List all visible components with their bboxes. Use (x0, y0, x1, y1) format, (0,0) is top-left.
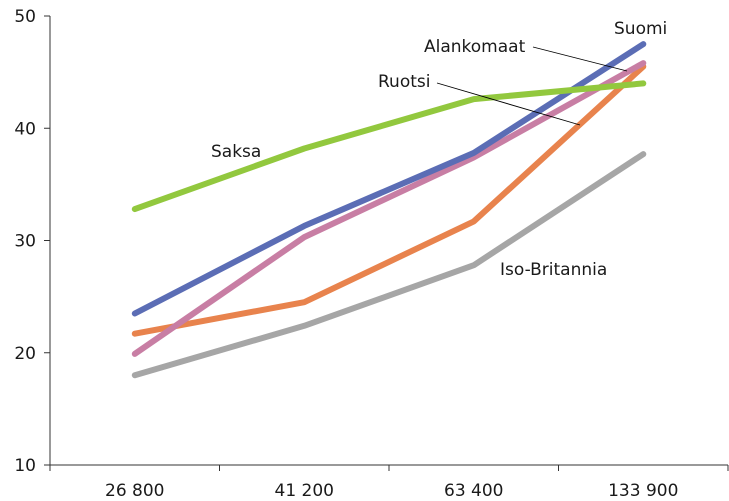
y-tick-label: 10 (14, 456, 36, 476)
series-label-saksa: Saksa (211, 142, 261, 162)
series-label-suomi: Suomi (614, 19, 667, 39)
leader-line-ruotsi (436, 82, 581, 126)
series-label-iso-britannia: Iso-Britannia (500, 260, 607, 280)
series-line-suomi (131, 41, 647, 317)
leader-lines (436, 46, 628, 126)
x-tick-label: 133 900 (608, 481, 678, 501)
series-group (131, 41, 647, 379)
y-tick-label: 50 (14, 7, 36, 27)
y-tick-label: 30 (14, 232, 36, 252)
x-tick-label: 41 200 (275, 481, 334, 501)
series-line-saksa (131, 80, 647, 213)
y-tick-label: 20 (14, 344, 36, 364)
x-tick-label: 63 400 (444, 481, 503, 501)
y-tick-group: 10 20 30 40 50 (14, 7, 50, 476)
series-label-ruotsi: Ruotsi (378, 72, 430, 92)
series-line-ruotsi (131, 63, 647, 337)
y-tick-label: 40 (14, 119, 36, 139)
series-line-iso-britannia (131, 151, 647, 379)
leader-line-alankomaat (532, 46, 628, 72)
x-tick-label: 26 800 (105, 481, 164, 501)
series-line-alankomaat (131, 60, 647, 357)
x-tick-group: 26 800 41 200 63 400 133 900 (49, 465, 729, 501)
series-label-group: Saksa Suomi Alankomaat Ruotsi Iso-Britan… (211, 19, 667, 280)
series-label-alankomaat: Alankomaat (424, 37, 526, 57)
